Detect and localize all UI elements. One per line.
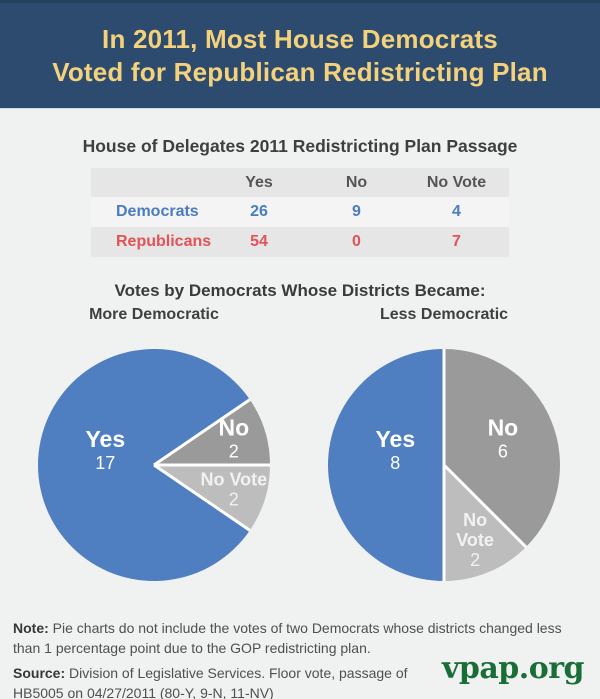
pie-slice-yes [38, 348, 250, 581]
slice-separator [442, 463, 528, 549]
table-row-democrats: Democrats 26 9 4 [91, 197, 509, 227]
pie-chart-more-democratic: Yes 17 No 2 No Vote 2 [38, 348, 271, 581]
democrats-no-count: 9 [352, 203, 361, 220]
pie-label-yes: Yes 17 [85, 426, 125, 473]
main-title-line1: In 2011, Most House Democrats [102, 23, 498, 54]
pie-slice-no [154, 399, 270, 466]
header-banner: In 2011, Most House Democrats Voted for … [0, 0, 600, 109]
pie-title-less-democratic: Less Democratic [379, 306, 509, 323]
table-header-novote: No Vote [426, 173, 487, 191]
source-text: Source: Division of Legislative Services… [13, 663, 443, 699]
table-header-no: No [345, 173, 368, 191]
pie-label-no: No 6 [488, 415, 519, 462]
pie-slice-yes [328, 349, 444, 581]
slice-separator [153, 398, 251, 467]
table-row-republicans: Republicans 54 0 7 [91, 227, 509, 257]
pie-title-more-democratic: More Democratic [89, 306, 219, 323]
democrats-yes-count: 26 [250, 203, 268, 220]
note-body: Pie charts do not include the votes of t… [13, 620, 562, 656]
pie-slice-no-vote [444, 465, 527, 581]
democrats-novote-count: 4 [452, 203, 461, 220]
table-header-row: Yes No No Vote [91, 168, 509, 197]
pie-label-no: No 2 [218, 414, 249, 461]
row-label-democrats: Democrats [116, 203, 199, 220]
republicans-yes-count: 54 [250, 233, 268, 250]
vote-table: Yes No No Vote Democrats 26 9 4 Republic… [91, 168, 509, 257]
republicans-novote-count: 7 [452, 233, 461, 250]
source-label: Source: [13, 665, 66, 681]
source-body: Division of Legislative Services. Floor … [13, 665, 408, 699]
pie-label-no-vote: No Vote 2 [200, 470, 267, 510]
pie-label-no-vote: No Vote 2 [456, 510, 494, 570]
row-label-republicans: Republicans [116, 233, 212, 250]
pies-section-title: Votes by Democrats Whose Districts Becam… [114, 281, 486, 300]
pie-label-yes: Yes 8 [375, 426, 415, 473]
main-title-line2: Voted for Republican Redistricting Plan [52, 56, 548, 87]
table-header-yes: Yes [245, 173, 273, 191]
note-label: Note: [13, 620, 49, 636]
republicans-no-count: 0 [352, 233, 361, 250]
note-text: Note: Pie charts do not include the vote… [13, 618, 587, 658]
pie-slice-no-vote [154, 465, 270, 531]
table-section-title: House of Delegates 2011 Redistricting Pl… [82, 136, 518, 156]
pie-chart-less-democratic: Yes 8 No 6 No Vote 2 [328, 349, 560, 581]
slice-separator [153, 463, 251, 532]
vpap-logo[interactable]: vpap.org [441, 651, 585, 686]
pie-slice-no [444, 349, 560, 548]
